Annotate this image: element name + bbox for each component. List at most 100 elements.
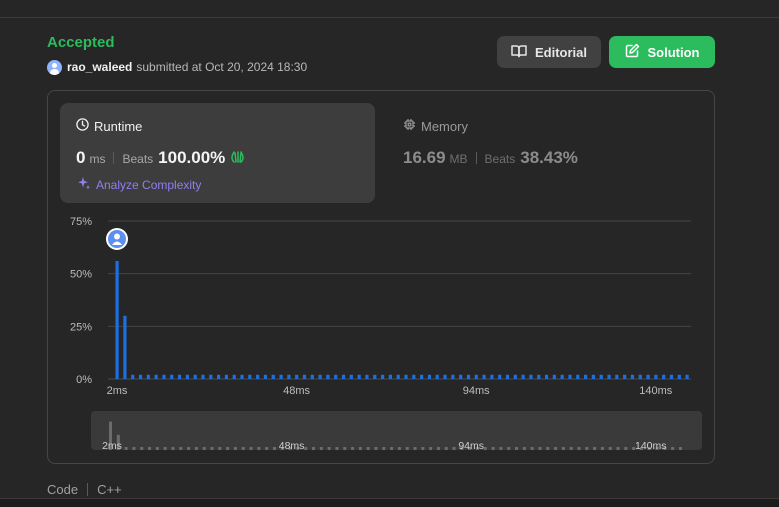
chart-bar	[583, 374, 588, 379]
runtime-beats-label: Beats	[122, 152, 154, 166]
chart-bar	[334, 374, 338, 379]
chart-bar	[537, 374, 541, 379]
chart-bar	[224, 374, 229, 379]
solution-button[interactable]: Solution	[609, 36, 715, 68]
chart-bar	[529, 374, 533, 379]
range-selector-bar	[390, 447, 394, 450]
bottom-bar	[0, 498, 779, 507]
range-selector-bar	[319, 447, 323, 450]
editorial-button[interactable]: Editorial	[497, 36, 601, 68]
range-selector-x-axis: 2ms48ms94ms140ms186ms232ms278ms324ms	[102, 440, 667, 452]
range-selector-bar	[233, 447, 237, 450]
range-selector-bar	[109, 421, 112, 450]
runtime-separator	[113, 152, 115, 164]
chart-bar	[607, 374, 611, 379]
chart-bar	[388, 374, 392, 379]
runtime-card[interactable]	[60, 103, 375, 203]
chart-bar	[279, 374, 283, 379]
range-selector-bar	[210, 447, 214, 450]
range-selector-bar	[554, 447, 558, 450]
user-marker-body	[112, 241, 122, 245]
footer-separator	[87, 483, 89, 496]
chart-bar	[271, 374, 275, 379]
chart-bar	[209, 374, 213, 379]
range-selector-bar	[226, 447, 230, 450]
chart-bar	[349, 374, 353, 379]
runtime-value: 0	[76, 148, 86, 167]
range-selector-bar	[577, 447, 581, 450]
range-selector-bar	[421, 447, 425, 450]
range-selector-bar	[530, 447, 534, 450]
chart-bar	[521, 374, 525, 379]
range-selector-bar	[148, 447, 152, 450]
range-selector-bar	[647, 447, 651, 450]
range-selector-bars	[109, 421, 682, 450]
submission-meta: rao_waleed submitted at Oct 20, 2024 18:…	[47, 58, 307, 76]
chart-bar	[443, 374, 447, 379]
analyze-complexity-link[interactable]: Analyze Complexity	[77, 176, 201, 193]
chart-bar	[638, 374, 642, 379]
chart-bar	[412, 374, 416, 379]
range-selector-bar	[616, 447, 620, 450]
sparkle-icon	[77, 176, 91, 193]
user-position-marker[interactable]	[106, 228, 128, 250]
chart-bar	[341, 374, 346, 379]
memory-metric[interactable]: 16.69 MB Beats 38.43%	[403, 148, 578, 168]
chart-bar	[544, 374, 549, 379]
chart-bar	[365, 374, 369, 379]
range-selector-bar	[366, 447, 370, 450]
runtime-title: Runtime	[76, 118, 142, 134]
chart-bar	[662, 374, 666, 379]
range-selector-bar	[241, 447, 245, 450]
chart-bar	[615, 374, 619, 379]
chart-bar	[326, 374, 330, 379]
range-selector-bar	[429, 447, 433, 450]
range-selector[interactable]	[91, 411, 702, 450]
range-selector-bar	[608, 447, 612, 450]
username-link[interactable]: rao_waleed	[67, 60, 133, 74]
chart-bar	[177, 374, 182, 379]
memory-title[interactable]: Memory	[403, 118, 468, 134]
chart-bar	[115, 261, 119, 379]
chart-bar	[310, 374, 314, 379]
user-avatar-icon[interactable]	[47, 59, 62, 75]
range-selector-bar	[593, 447, 597, 450]
range-selector-tick-label: 140ms	[635, 440, 667, 452]
chart-bar	[435, 374, 439, 379]
chart-bar	[217, 374, 221, 379]
code-label: Code	[47, 482, 79, 497]
chart-bar	[646, 374, 650, 379]
chart-bar	[146, 374, 150, 379]
chart-bar	[185, 374, 189, 379]
chart-bar	[685, 374, 689, 379]
chart-bar	[123, 315, 127, 379]
chart-bar	[420, 374, 424, 379]
chart-bar	[193, 374, 197, 379]
range-selector-bar	[171, 447, 175, 450]
range-selector-bar	[351, 447, 355, 450]
chart-bar	[466, 374, 471, 379]
chart-bar	[568, 374, 572, 379]
chart-bar	[630, 374, 635, 379]
analyze-complexity-label: Analyze Complexity	[96, 177, 202, 192]
range-selector-bar	[624, 447, 628, 450]
chart-bar	[599, 374, 603, 379]
chart-bar	[505, 374, 510, 379]
chart-bar	[295, 374, 299, 379]
chart-bar	[256, 374, 260, 379]
range-selector-bar	[639, 447, 643, 450]
chart-bar	[451, 374, 455, 379]
chart-bar	[474, 374, 478, 379]
range-selector-bar	[288, 447, 292, 450]
range-selector-bar	[561, 447, 565, 450]
chart-bar	[459, 374, 463, 379]
chart-bar	[201, 374, 205, 379]
chart-bar	[576, 374, 580, 379]
chart-bar	[677, 374, 681, 379]
chart-bar	[396, 374, 400, 379]
chart-bar	[654, 374, 658, 379]
x-tick-label: 94ms	[463, 385, 490, 397]
range-selector-bar	[163, 447, 167, 450]
chart-bar	[302, 374, 307, 379]
